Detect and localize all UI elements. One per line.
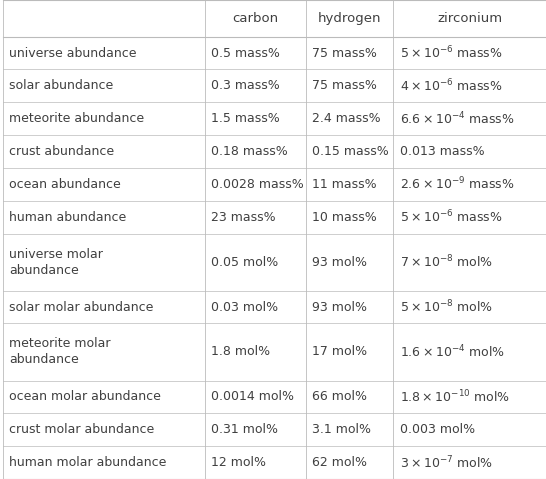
Text: 1.8 mol%: 1.8 mol% (211, 345, 270, 358)
Text: 75 mass%: 75 mass% (312, 80, 377, 92)
Text: 0.0028 mass%: 0.0028 mass% (211, 178, 304, 191)
Text: universe molar
abundance: universe molar abundance (9, 248, 103, 276)
Text: zirconium: zirconium (437, 12, 502, 25)
Text: human molar abundance: human molar abundance (9, 456, 167, 469)
Text: 23 mass%: 23 mass% (211, 211, 276, 224)
Text: meteorite abundance: meteorite abundance (9, 112, 144, 125)
Text: 1.5 mass%: 1.5 mass% (211, 112, 280, 125)
Text: solar abundance: solar abundance (9, 80, 114, 92)
Text: 93 mol%: 93 mol% (312, 300, 367, 314)
Text: $5\times10^{-6}$ mass%: $5\times10^{-6}$ mass% (400, 209, 502, 226)
Text: 3.1 mol%: 3.1 mol% (312, 423, 371, 436)
Text: 0.3 mass%: 0.3 mass% (211, 80, 280, 92)
Text: 0.05 mol%: 0.05 mol% (211, 256, 278, 269)
Text: ocean molar abundance: ocean molar abundance (9, 390, 161, 403)
Text: 12 mol%: 12 mol% (211, 456, 266, 469)
Text: $3\times10^{-7}$ mol%: $3\times10^{-7}$ mol% (400, 454, 493, 471)
Text: human abundance: human abundance (9, 211, 127, 224)
Text: 66 mol%: 66 mol% (312, 390, 367, 403)
Text: crust abundance: crust abundance (9, 145, 115, 158)
Text: $4\times10^{-6}$ mass%: $4\times10^{-6}$ mass% (400, 78, 502, 94)
Text: hydrogen: hydrogen (318, 12, 381, 25)
Text: crust molar abundance: crust molar abundance (9, 423, 155, 436)
Text: 62 mol%: 62 mol% (312, 456, 367, 469)
Text: 93 mol%: 93 mol% (312, 256, 367, 269)
Text: 11 mass%: 11 mass% (312, 178, 377, 191)
Text: 0.03 mol%: 0.03 mol% (211, 300, 278, 314)
Text: 2.4 mass%: 2.4 mass% (312, 112, 381, 125)
Text: $5\times10^{-8}$ mol%: $5\times10^{-8}$ mol% (400, 299, 493, 315)
Text: 10 mass%: 10 mass% (312, 211, 377, 224)
Text: 0.5 mass%: 0.5 mass% (211, 46, 280, 59)
Text: 75 mass%: 75 mass% (312, 46, 377, 59)
Text: universe abundance: universe abundance (9, 46, 137, 59)
Text: $6.6\times10^{-4}$ mass%: $6.6\times10^{-4}$ mass% (400, 110, 514, 127)
Text: ocean abundance: ocean abundance (9, 178, 121, 191)
Text: 0.31 mol%: 0.31 mol% (211, 423, 278, 436)
Text: 0.003 mol%: 0.003 mol% (400, 423, 475, 436)
Text: 0.15 mass%: 0.15 mass% (312, 145, 389, 158)
Text: 0.0014 mol%: 0.0014 mol% (211, 390, 294, 403)
Text: solar molar abundance: solar molar abundance (9, 300, 153, 314)
Text: $1.6\times10^{-4}$ mol%: $1.6\times10^{-4}$ mol% (400, 344, 505, 360)
Text: $2.6\times10^{-9}$ mass%: $2.6\times10^{-9}$ mass% (400, 176, 514, 193)
Text: 0.013 mass%: 0.013 mass% (400, 145, 484, 158)
Text: $1.8\times10^{-10}$ mol%: $1.8\times10^{-10}$ mol% (400, 388, 510, 405)
Text: carbon: carbon (232, 12, 278, 25)
Text: meteorite molar
abundance: meteorite molar abundance (9, 338, 111, 366)
Text: 0.18 mass%: 0.18 mass% (211, 145, 288, 158)
Text: 17 mol%: 17 mol% (312, 345, 367, 358)
Text: $5\times10^{-6}$ mass%: $5\times10^{-6}$ mass% (400, 45, 502, 61)
Text: $7\times10^{-8}$ mol%: $7\times10^{-8}$ mol% (400, 254, 493, 270)
